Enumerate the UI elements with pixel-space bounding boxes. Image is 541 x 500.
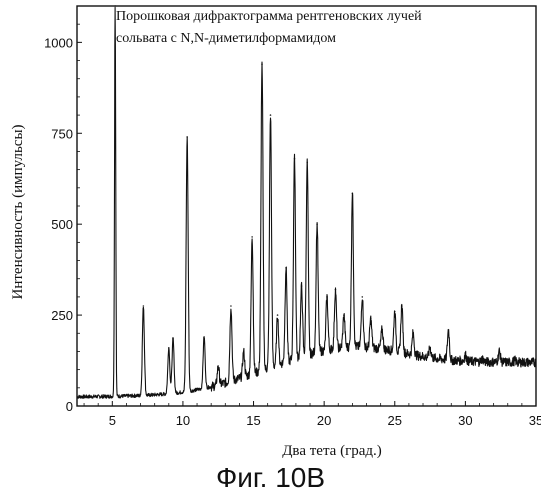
- x-tick-label: 15: [246, 413, 260, 428]
- y-tick-label: 1000: [44, 35, 73, 50]
- peak-point: [203, 336, 205, 338]
- peak-point: [361, 296, 364, 298]
- peak-point: [514, 359, 516, 362]
- x-tick-label: 30: [458, 413, 472, 428]
- peak-point: [276, 314, 279, 316]
- peak-point: [351, 192, 354, 195]
- peak-point: [393, 310, 396, 313]
- y-axis-title: Интенсивность (импульсы): [10, 124, 26, 299]
- peak-point: [528, 361, 530, 364]
- peak-point: [269, 114, 272, 116]
- x-tick-label: 5: [109, 413, 116, 428]
- figure-caption: Фиг. 10B: [215, 462, 326, 493]
- peak-point: [334, 288, 337, 291]
- peak-point: [464, 354, 467, 356]
- peak-point: [300, 285, 303, 287]
- chart-title-line-1: Порошковая дифрактограмма рентгеновских …: [116, 9, 422, 24]
- x-tick-label: 35: [529, 413, 541, 428]
- peak-point: [285, 267, 287, 269]
- peak-point: [381, 328, 383, 331]
- x-axis-title: Два тета (град.): [282, 443, 382, 459]
- x-tick-label: 25: [388, 413, 402, 428]
- peak-point: [242, 350, 245, 353]
- peak-point: [369, 317, 372, 320]
- y-tick-label: 750: [51, 126, 73, 141]
- peak-point: [429, 347, 431, 349]
- y-tick-label: 500: [51, 217, 73, 232]
- peak-point: [316, 223, 318, 225]
- peak-point: [498, 350, 501, 353]
- peak-point: [343, 314, 345, 316]
- peak-point: [326, 296, 328, 298]
- peak-point: [251, 236, 253, 238]
- chart-title-line-2: сольвата с N,N-диметилформамидом: [116, 31, 336, 46]
- peak-point: [401, 305, 403, 307]
- peak-point: [481, 357, 484, 360]
- peak-point: [142, 305, 145, 307]
- peak-point: [293, 157, 296, 160]
- peak-point: [172, 337, 174, 340]
- diffraction-trace: [76, 6, 537, 399]
- y-tick-label: 0: [66, 399, 73, 414]
- x-tick-label: 10: [176, 413, 190, 428]
- peak-point: [447, 328, 450, 331]
- x-tick-label: 20: [317, 413, 331, 428]
- peak-point: [168, 347, 170, 349]
- peak-point: [217, 365, 220, 367]
- peak-point: [230, 305, 232, 307]
- peak-point: [186, 136, 188, 138]
- peak-point: [412, 332, 414, 335]
- y-tick-label: 250: [51, 308, 73, 323]
- peak-point: [306, 161, 309, 164]
- peak-point: [261, 63, 263, 65]
- peak-point: [114, 5, 116, 7]
